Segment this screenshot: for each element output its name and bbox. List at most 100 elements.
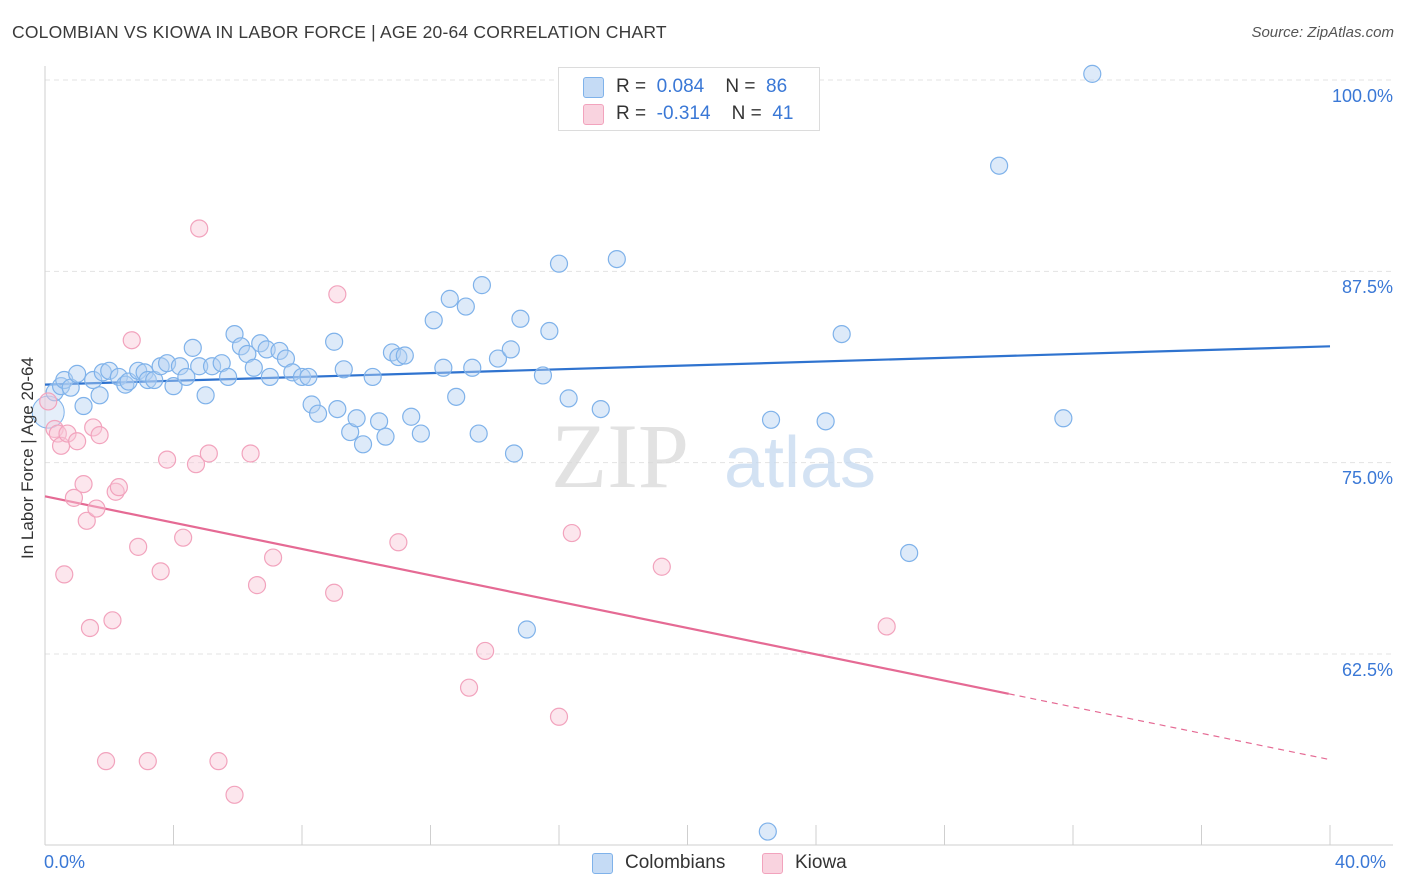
point-kiowa <box>247 576 267 595</box>
point-kiowa <box>877 617 896 636</box>
point-colombians <box>549 254 569 273</box>
legend-r-label: R = <box>616 76 647 97</box>
point-colombians <box>469 424 488 443</box>
point-colombians <box>533 366 553 385</box>
point-kiowa <box>459 678 479 697</box>
point-colombians <box>900 543 919 563</box>
source-credit: Source: ZipAtlas.com <box>1251 24 1394 41</box>
legend-r-value: -0.314 <box>656 103 711 124</box>
legend-r-value: 0.084 <box>656 76 705 97</box>
legend-n-value: 86 <box>766 76 788 97</box>
point-kiowa <box>103 611 122 630</box>
series-legend: Colombians Kiowa <box>0 852 1406 878</box>
point-colombians <box>260 367 279 387</box>
point-colombians <box>308 404 328 423</box>
y-tick-label-87-5: 87.5% <box>1341 277 1393 297</box>
point-kiowa <box>186 455 206 474</box>
point-kiowa <box>77 511 96 530</box>
point-kiowa <box>225 785 244 804</box>
point-colombians <box>170 357 190 376</box>
trend-lines <box>44 345 1331 761</box>
point-colombians <box>328 399 347 419</box>
point-kiowa <box>241 444 260 463</box>
point-kiowa <box>138 752 157 771</box>
point-colombians <box>100 361 119 380</box>
point-colombians <box>761 410 781 429</box>
legend-swatch-colombians <box>592 852 613 874</box>
point-kiowa <box>328 285 347 304</box>
legend-r-label: R = <box>616 103 647 124</box>
point-kiowa <box>190 219 209 238</box>
point-colombians <box>607 249 626 269</box>
point-colombians <box>177 367 196 387</box>
point-colombians <box>292 367 312 387</box>
chart-title: COLOMBIAN VS KIOWA IN LABOR FORCE | AGE … <box>12 22 667 42</box>
point-kiowa <box>68 432 87 451</box>
point-colombians <box>325 332 344 351</box>
point-kiowa <box>129 537 148 556</box>
point-kiowa <box>39 392 58 411</box>
point-colombians <box>244 358 263 377</box>
point-colombians <box>1083 64 1102 83</box>
legend-label-colombians: Colombians <box>625 852 726 873</box>
point-colombians <box>116 375 135 394</box>
point-colombians <box>74 396 93 416</box>
point-colombians <box>411 424 430 443</box>
point-colombians <box>299 367 318 387</box>
x-tick-label-min: 0.0% <box>44 852 86 872</box>
legend-n-value: 41 <box>772 103 794 124</box>
point-colombians <box>591 399 610 419</box>
legend-n-label: N = <box>725 76 756 97</box>
point-colombians <box>1054 409 1073 428</box>
correlation-legend: R = 0.084 N = 86 R = -0.314 N = 41 <box>558 67 820 131</box>
point-colombians <box>402 407 421 426</box>
axes <box>44 66 1393 846</box>
point-colombians <box>540 321 559 341</box>
legend-row-colombians: R = 0.084 N = 86 <box>583 74 787 100</box>
point-kiowa <box>87 499 106 518</box>
point-kiowa <box>109 478 128 497</box>
point-colombians <box>447 387 466 406</box>
legend-label-kiowa: Kiowa <box>795 852 847 873</box>
point-colombians <box>395 346 414 365</box>
point-colombians <box>472 276 491 295</box>
legend-item-colombians[interactable]: Colombians <box>592 852 725 874</box>
point-colombians <box>68 364 87 383</box>
point-kiowa <box>58 424 77 443</box>
point-kiowa <box>80 618 100 638</box>
y-axis-title: In Labor Force | Age 20-64 <box>18 357 37 559</box>
point-kiowa <box>90 426 109 445</box>
point-kiowa <box>151 562 170 581</box>
point-kiowa <box>325 583 344 602</box>
point-colombians <box>334 360 353 379</box>
point-colombians <box>511 309 530 328</box>
point-colombians <box>517 620 536 639</box>
legend-row-kiowa: R = -0.314 N = 41 <box>583 101 793 127</box>
point-kiowa <box>652 557 671 576</box>
legend-swatch-colombians <box>583 76 604 98</box>
trend-line-kiowa <box>44 495 1009 695</box>
point-colombians <box>190 357 209 376</box>
point-colombians <box>90 386 109 405</box>
point-kiowa <box>55 565 74 584</box>
point-colombians <box>504 444 524 463</box>
point-colombians <box>164 377 183 396</box>
point-kiowa <box>122 331 141 350</box>
point-kiowa <box>209 752 228 771</box>
point-colombians <box>758 822 777 841</box>
point-colombians <box>990 156 1009 175</box>
point-colombians <box>353 435 373 454</box>
x-tick-label-max: 40.0% <box>1335 852 1387 872</box>
legend-n-label: N = <box>731 103 762 124</box>
legend-item-kiowa[interactable]: Kiowa <box>762 852 847 874</box>
point-colombians <box>389 347 408 367</box>
y-tick-label-62-5: 62.5% <box>1341 660 1393 680</box>
point-colombians <box>456 297 475 316</box>
point-colombians <box>488 349 508 368</box>
point-colombians <box>434 358 453 377</box>
point-colombians <box>138 370 157 390</box>
point-kiowa <box>157 450 177 469</box>
point-kiowa <box>174 528 193 547</box>
watermark-atlas: atlas <box>724 423 876 503</box>
point-colombians <box>424 311 443 330</box>
